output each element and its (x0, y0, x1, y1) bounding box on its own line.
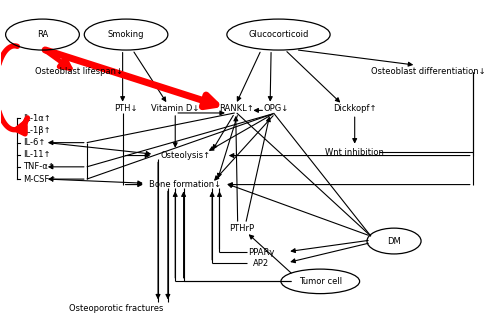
Text: Wnt inhibition: Wnt inhibition (326, 148, 384, 157)
Text: PTHrP: PTHrP (229, 224, 254, 233)
Text: IL-11↑: IL-11↑ (23, 150, 50, 159)
Text: Osteolysis↑: Osteolysis↑ (160, 151, 210, 160)
Text: TNF-α↑: TNF-α↑ (23, 162, 54, 171)
Text: Vitamin D↓: Vitamin D↓ (151, 104, 200, 113)
Text: Osteoporotic fractures: Osteoporotic fractures (69, 304, 164, 313)
Text: Bone formation↓: Bone formation↓ (149, 180, 221, 189)
Text: RA: RA (37, 30, 48, 39)
Text: Tumor cell: Tumor cell (298, 277, 342, 286)
Text: PPARγ: PPARγ (248, 248, 274, 257)
Text: Glucocorticoid: Glucocorticoid (248, 30, 308, 39)
Text: IL-1α↑: IL-1α↑ (23, 114, 50, 123)
Text: Smoking: Smoking (108, 30, 144, 39)
Text: IL-1β↑: IL-1β↑ (23, 126, 50, 135)
Text: Dickkopf↑: Dickkopf↑ (333, 104, 376, 113)
Text: AP2: AP2 (253, 259, 270, 268)
Text: RANKL↑: RANKL↑ (220, 104, 254, 113)
Text: Osteoblast lifespan↓: Osteoblast lifespan↓ (36, 67, 124, 76)
Text: PTH↓: PTH↓ (114, 104, 138, 113)
Text: Osteoblast differentiation↓: Osteoblast differentiation↓ (371, 67, 486, 76)
Text: DM: DM (387, 237, 401, 246)
Text: OPG↓: OPG↓ (264, 104, 288, 113)
Text: M-CSF↑: M-CSF↑ (23, 175, 56, 184)
Text: IL-6↑: IL-6↑ (23, 138, 45, 147)
